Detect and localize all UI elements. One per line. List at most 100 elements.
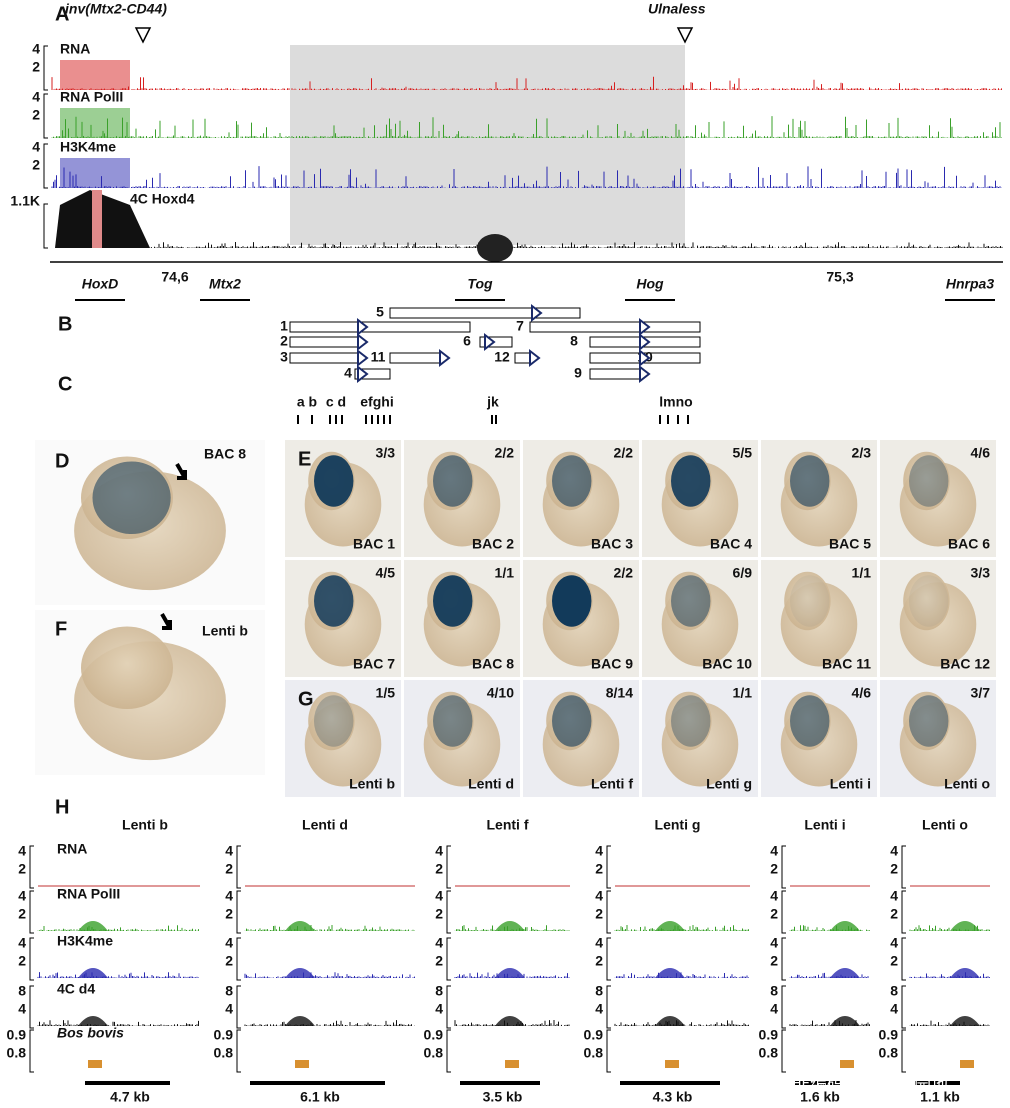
construct-label: 7: [516, 318, 524, 334]
site-label: a b: [297, 394, 317, 410]
tile-name: BAC 11: [822, 656, 871, 672]
track-tick: 4: [770, 1001, 778, 1017]
construct-box: [289, 352, 361, 364]
signal-peak: [495, 968, 525, 978]
track-axis: [43, 93, 48, 139]
tile-ratio: 8/14: [606, 685, 633, 701]
track-tick: 4: [595, 888, 603, 904]
track-tick: 2: [770, 861, 778, 877]
stain: [790, 695, 830, 747]
track-tick: 4: [890, 888, 898, 904]
stain: [909, 455, 949, 507]
track-axis: [781, 985, 786, 1029]
track-name: RNA: [57, 841, 87, 857]
track-axis: [236, 845, 241, 889]
track-axis: [236, 890, 241, 934]
construct-box: [479, 336, 513, 348]
panel-label: A: [55, 3, 69, 25]
loxp: [439, 348, 451, 368]
stain: [671, 575, 711, 627]
tile-name: BAC 6: [948, 536, 990, 552]
shaded-region: [290, 45, 685, 245]
track-tick: 4: [32, 139, 40, 155]
tile-name: Lenti d: [468, 776, 514, 792]
column-title: Lenti o: [922, 817, 968, 833]
embryo-head: [308, 691, 355, 751]
tile-name: Lenti f: [591, 776, 633, 792]
track-tick: 4: [225, 888, 233, 904]
gene-label: Mtx2: [209, 276, 241, 292]
signal-peak: [655, 1016, 685, 1026]
track-tick: 2: [435, 861, 443, 877]
conservation-block: [840, 1060, 854, 1068]
construct-label: 8: [570, 333, 578, 349]
tile-name: BAC 12: [940, 656, 990, 672]
tile-name: BAC 9: [591, 656, 633, 672]
marker-label: inv(Mtx2-CD44): [65, 1, 167, 17]
tile-ratio: 2/2: [614, 565, 634, 581]
track-tick: 2: [890, 906, 898, 922]
track-name: RNA PolII: [57, 886, 120, 902]
tile-name: BAC 10: [702, 656, 752, 672]
stain: [552, 455, 592, 507]
scale-label: 6.1 kb: [300, 1089, 340, 1105]
embryo-head: [81, 626, 173, 709]
signal-peak: [78, 968, 108, 978]
track-name: 4C d4: [57, 981, 95, 997]
track-axis: [446, 1029, 451, 1073]
track-tick: 4: [595, 1001, 603, 1017]
track-tick: 2: [32, 107, 40, 123]
construct-label: 5: [376, 304, 384, 320]
loxp: [639, 317, 651, 337]
track-axis: [781, 937, 786, 981]
track-axis: [43, 45, 48, 91]
stain: [552, 575, 592, 627]
conservation-block: [295, 1060, 309, 1068]
signal-peak: [495, 921, 525, 931]
signal-track: [244, 972, 415, 978]
track-tick: 2: [32, 59, 40, 75]
track-tick: 2: [18, 861, 26, 877]
track-tick: 4: [18, 1001, 26, 1017]
viewpoint: [92, 190, 102, 248]
track-tick: 0.9: [759, 1027, 779, 1043]
track-tick: 2: [18, 906, 26, 922]
track-tick: 8: [770, 983, 778, 999]
track-axis: [446, 890, 451, 934]
column-title: Lenti g: [655, 817, 701, 833]
tile-name: Lenti o: [944, 776, 990, 792]
scale-label: 4.7 kb: [110, 1089, 150, 1105]
track-tick: 2: [225, 906, 233, 922]
construct-label: 1: [280, 318, 288, 334]
construct-box: [289, 321, 471, 333]
scale-label: 3.5 kb: [483, 1089, 523, 1105]
tile-ratio: 4/6: [971, 445, 991, 461]
tile-name: BAC 7: [353, 656, 395, 672]
column-title: Lenti i: [804, 817, 845, 833]
track-axis: [901, 890, 906, 934]
signal-peak: [495, 1016, 525, 1026]
track-tick: 2: [18, 953, 26, 969]
track-tick: 0.9: [214, 1027, 234, 1043]
track-tick: 4: [890, 935, 898, 951]
track-tick: 2: [435, 953, 443, 969]
signal-peak: [477, 234, 513, 262]
track-name: H3K4me: [60, 139, 116, 155]
signal-peak: [830, 1016, 860, 1026]
track-tick: 4: [18, 888, 26, 904]
conservation-block: [505, 1060, 519, 1068]
site-label: c d: [326, 394, 346, 410]
signal-track: [51, 116, 1002, 138]
track-tick: 2: [890, 953, 898, 969]
track-tick: 0.9: [879, 1027, 899, 1043]
panel-label: G: [298, 688, 314, 710]
track-tick: 2: [770, 953, 778, 969]
embryo-head: [903, 571, 950, 631]
track-axis: [29, 1029, 34, 1073]
stain: [909, 695, 949, 747]
tile-ratio: 3/3: [971, 565, 991, 581]
track-axis: [236, 937, 241, 981]
signal-track: [51, 166, 1002, 188]
track-tick: 0.8: [424, 1045, 444, 1061]
stain: [433, 695, 473, 747]
